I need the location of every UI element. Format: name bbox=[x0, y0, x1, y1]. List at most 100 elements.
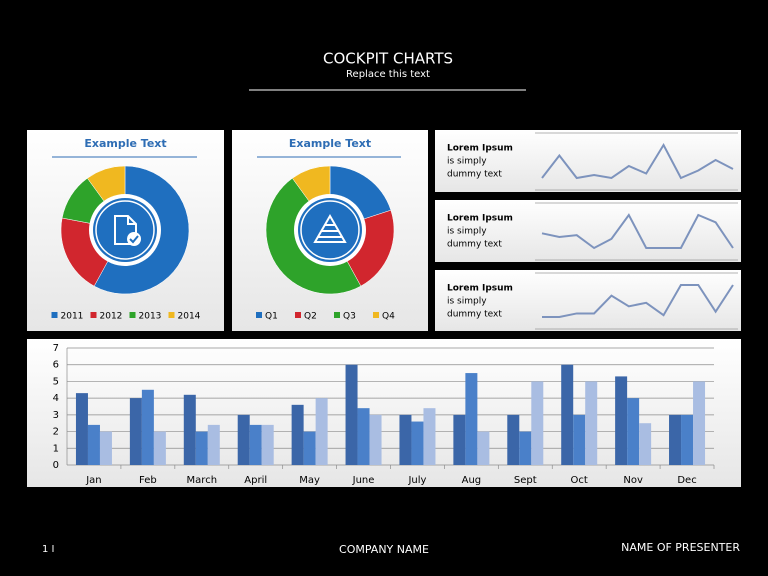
sparkline bbox=[541, 142, 734, 180]
panel-text: is simply bbox=[447, 227, 487, 237]
x-tick-label: Jan bbox=[85, 475, 101, 486]
pie-center-ring bbox=[300, 200, 360, 260]
presenter-name: NAME OF PRESENTER bbox=[621, 541, 740, 554]
bar bbox=[453, 414, 466, 465]
x-tick-label: June bbox=[352, 475, 375, 486]
bar bbox=[507, 414, 520, 465]
legend-swatch bbox=[373, 312, 379, 318]
bar bbox=[303, 431, 316, 465]
legend-swatch bbox=[256, 312, 262, 318]
y-tick-label: 7 bbox=[53, 343, 59, 354]
panel-title: Lorem Ipsum bbox=[447, 144, 513, 154]
bar bbox=[585, 381, 598, 465]
bar bbox=[153, 431, 166, 465]
y-tick-label: 3 bbox=[53, 410, 59, 421]
bar bbox=[129, 398, 142, 465]
bar bbox=[669, 414, 682, 465]
bar bbox=[249, 424, 262, 465]
bar bbox=[465, 373, 478, 465]
bar bbox=[207, 424, 220, 465]
y-tick-label: 0 bbox=[53, 460, 59, 471]
bar bbox=[693, 381, 706, 465]
legend-label: Q3 bbox=[343, 312, 356, 322]
sparkline bbox=[541, 213, 734, 250]
bar bbox=[87, 424, 100, 465]
bar bbox=[141, 389, 154, 465]
company-name: COMPANY NAME bbox=[339, 543, 429, 556]
legend-label: 2014 bbox=[178, 312, 201, 322]
y-tick-label: 2 bbox=[53, 427, 59, 438]
panel-text: dummy text bbox=[447, 310, 502, 320]
sparkline bbox=[542, 284, 734, 318]
legend-swatch bbox=[51, 312, 58, 318]
panel-title: Lorem Ipsum bbox=[447, 214, 513, 224]
bar bbox=[519, 431, 532, 465]
x-tick-label: Dec bbox=[677, 475, 696, 486]
check-badge bbox=[127, 232, 141, 246]
bar bbox=[291, 404, 304, 465]
slide-title: COCKPIT CHARTS bbox=[323, 50, 453, 68]
bar bbox=[531, 381, 544, 465]
bar bbox=[75, 393, 88, 465]
legend-label: 2011 bbox=[61, 312, 84, 322]
x-tick-label: Nov bbox=[623, 475, 643, 486]
legend-swatch bbox=[334, 312, 340, 318]
bar bbox=[615, 376, 628, 465]
panel-text: dummy text bbox=[447, 240, 502, 250]
x-tick-label: March bbox=[187, 475, 217, 486]
bar bbox=[99, 431, 112, 465]
bar bbox=[639, 423, 652, 465]
legend-label: Q1 bbox=[265, 312, 278, 322]
x-tick-label: April bbox=[244, 475, 267, 486]
page-number: 1 I bbox=[42, 544, 55, 555]
bar bbox=[369, 414, 382, 465]
bar bbox=[411, 421, 424, 465]
panel-title: Lorem Ipsum bbox=[447, 284, 513, 294]
legend-label: 2012 bbox=[100, 312, 123, 322]
y-tick-label: 5 bbox=[53, 376, 59, 387]
bar bbox=[573, 414, 586, 465]
bar bbox=[561, 364, 574, 465]
slide-subtitle: Replace this text bbox=[346, 69, 430, 80]
bar bbox=[345, 364, 358, 465]
y-tick-label: 4 bbox=[53, 393, 59, 404]
chart-title: Example Text bbox=[84, 137, 166, 150]
x-tick-label: May bbox=[299, 475, 320, 486]
bar bbox=[423, 408, 436, 465]
bar bbox=[195, 431, 208, 465]
legend-label: Q4 bbox=[382, 312, 395, 322]
chart-title: Example Text bbox=[289, 137, 371, 150]
bar bbox=[399, 414, 412, 465]
legend-label: Q2 bbox=[304, 312, 317, 322]
legend-label: 2013 bbox=[139, 312, 162, 322]
bar bbox=[183, 394, 196, 465]
bar bbox=[357, 408, 370, 465]
pie-center-ring bbox=[95, 200, 155, 260]
legend-swatch bbox=[295, 312, 301, 318]
pyramid-icon bbox=[313, 213, 347, 243]
x-tick-label: Aug bbox=[462, 475, 482, 486]
legend-swatch bbox=[129, 312, 136, 318]
bar bbox=[477, 431, 490, 465]
y-tick-label: 1 bbox=[53, 443, 59, 454]
panel-text: is simply bbox=[447, 157, 487, 167]
panel bbox=[435, 130, 741, 192]
x-tick-label: Feb bbox=[139, 475, 157, 486]
panel-text: dummy text bbox=[447, 170, 502, 180]
check-mark bbox=[129, 235, 139, 244]
bar bbox=[237, 414, 250, 465]
bar bbox=[315, 398, 328, 465]
pie-center bbox=[93, 198, 157, 262]
x-tick-label: July bbox=[407, 475, 426, 486]
legend-swatch bbox=[168, 312, 175, 318]
panel-text: is simply bbox=[447, 297, 487, 307]
bar bbox=[261, 424, 274, 465]
bar bbox=[681, 414, 694, 465]
legend-swatch bbox=[90, 312, 97, 318]
panel bbox=[435, 270, 741, 331]
x-tick-label: Oct bbox=[571, 475, 588, 486]
x-tick-label: Sept bbox=[514, 475, 537, 486]
y-tick-label: 6 bbox=[53, 360, 59, 371]
bar bbox=[627, 398, 640, 465]
